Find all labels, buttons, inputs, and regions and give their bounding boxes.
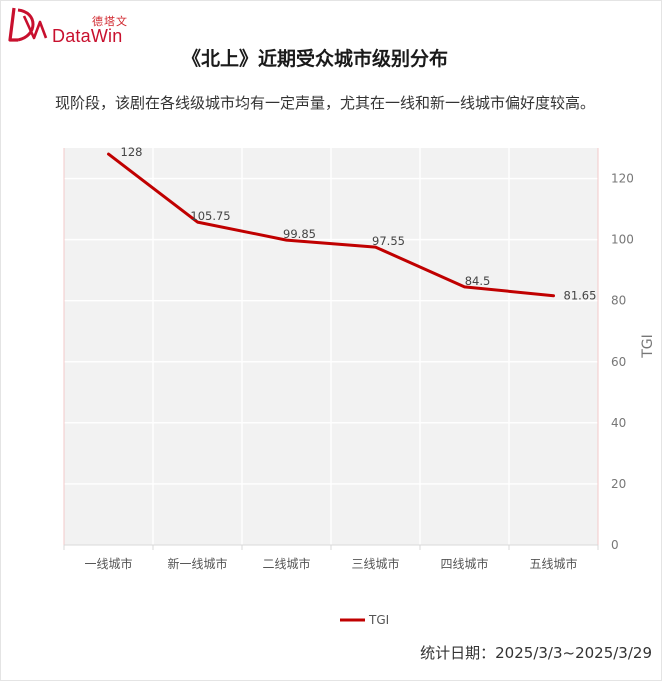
chart-title: 《北上》近期受众城市级别分布 — [181, 48, 448, 70]
data-label: 99.85 — [283, 227, 316, 241]
brand-logo: 德塔文 DataWin — [8, 6, 133, 46]
x-axis-ticks: 一线城市 新一线城市 二线城市 三线城市 四线城市 五线城市 — [63, 545, 599, 571]
legend-label-tgi: TGI — [368, 613, 389, 627]
data-label: 105.75 — [190, 209, 230, 223]
data-label: 128 — [121, 145, 143, 159]
horizontal-gridlines — [64, 177, 598, 485]
series-line-tgi — [107, 152, 555, 298]
y-tick-label: 0 — [611, 538, 619, 552]
chart-subtitle: 现阶段，该剧在各线级城市均有一定声量，尤其在一线和新一线城市偏好度较高。 — [55, 94, 596, 112]
stat-date-range: 2025/3/3~2025/3/29 — [495, 644, 652, 662]
datawin-logo-icon — [8, 7, 48, 42]
x-tick-label: 二线城市 — [262, 556, 310, 571]
vertical-gridlines — [152, 148, 510, 545]
data-label: 81.65 — [564, 289, 597, 303]
brand-name-en: DataWin — [52, 26, 123, 46]
y-tick-label: 60 — [611, 355, 626, 369]
x-tick-label: 五线城市 — [529, 556, 577, 571]
y-tick-label: 40 — [611, 416, 626, 430]
stat-date-footer: 统计日期：2025/3/3~2025/3/29 — [420, 642, 652, 663]
x-tick-label: 四线城市 — [440, 556, 488, 571]
y-tick-label: 20 — [611, 477, 626, 491]
y-axis-ticks: 0 20 40 60 80 100 120 — [611, 172, 634, 552]
chart-legend[interactable]: TGI — [340, 613, 389, 627]
x-tick-label: 一线城市 — [84, 556, 132, 571]
brand-name-cn: 德塔文 — [92, 15, 128, 28]
data-label: 97.55 — [372, 234, 405, 248]
stat-date-label: 统计日期： — [420, 644, 496, 662]
data-label: 84.5 — [465, 274, 491, 288]
y-tick-label: 100 — [611, 233, 634, 247]
x-tick-label: 新一线城市 — [167, 556, 227, 571]
y-axis-label: TGI — [640, 334, 656, 359]
data-labels: 128 105.75 99.85 97.55 84.5 81.65 — [121, 145, 597, 303]
y-tick-label: 120 — [611, 172, 634, 186]
y-tick-label: 80 — [611, 294, 626, 308]
x-tick-label: 三线城市 — [351, 556, 399, 571]
